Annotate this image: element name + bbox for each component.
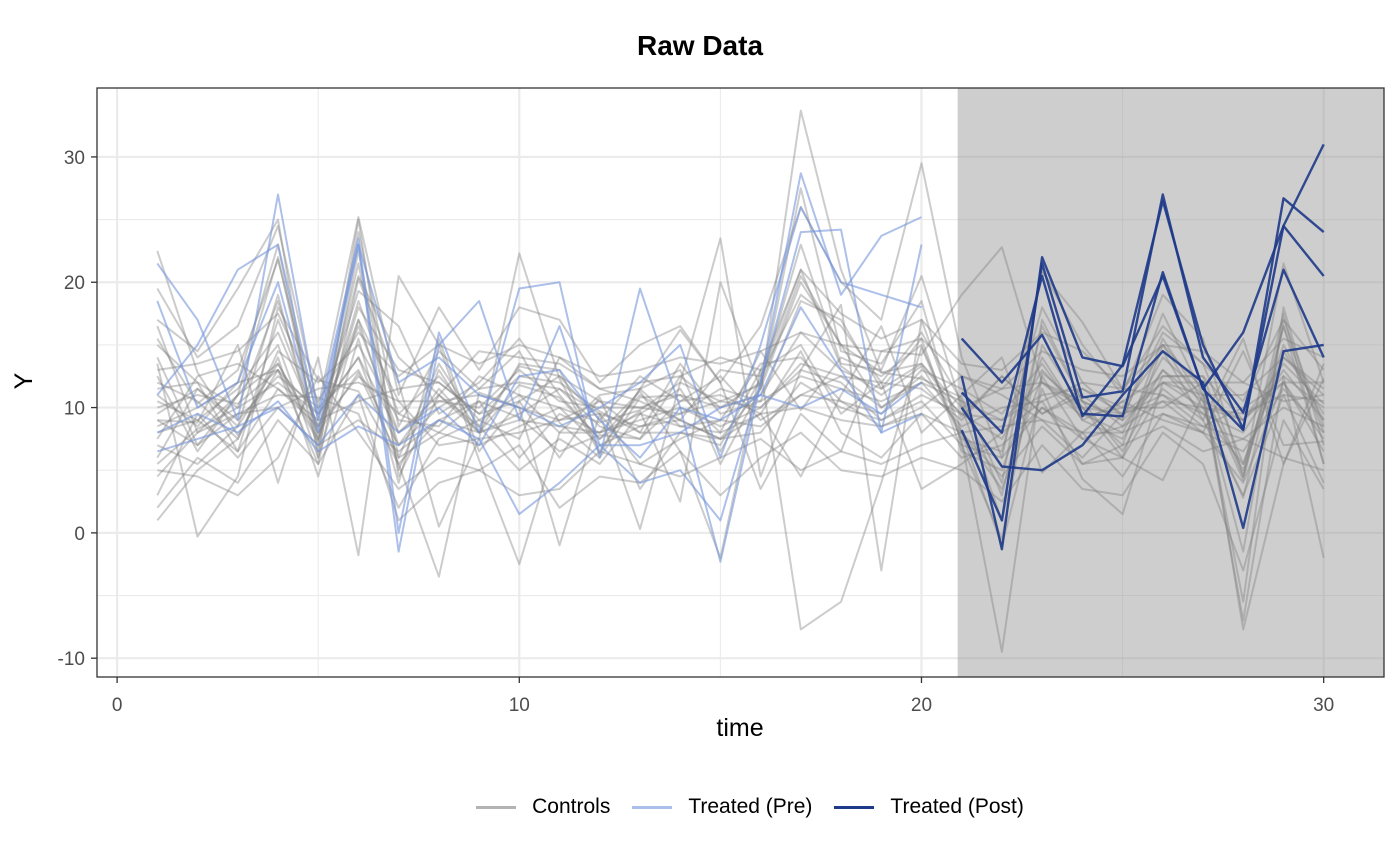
x-tick-label: 20 [911,695,932,716]
legend-key-treated-pre [632,805,673,809]
control-series-line [156,237,1325,631]
legend-label-treated-post: Treated (Post) [890,795,1024,818]
chart-title: Raw Data [636,30,764,61]
control-series-line [156,325,1324,509]
control-series-line [156,275,1325,472]
control-series-line [156,249,1325,490]
control-series-line [156,343,1324,440]
legend: Controls Treated (Pre) Treated (Post) [0,795,1400,819]
control-series-line [156,187,1325,603]
control-series-line [156,246,1325,528]
control-series-line [156,356,1325,434]
control-series-line [156,375,1325,496]
y-tick-label: 10 [64,399,85,420]
control-series-line [156,406,1325,453]
y-tick-label: -10 [58,649,85,670]
post-treatment-region [957,88,1384,677]
legend-label-controls: Controls [532,795,611,818]
treated-pre-series-line [156,206,922,459]
legend-item-controls: Controls [476,795,610,819]
treated-post-series-line [960,343,1324,530]
legend-item-treated-post: Treated (Post) [834,795,1024,819]
treated-post-series-line [960,199,1325,434]
legend-item-treated-pre: Treated (Pre) [632,795,812,819]
control-series-line [157,375,1325,459]
control-series-line [156,258,1325,465]
y-tick-label: 0 [74,524,85,545]
control-series-line [157,312,1325,403]
legend-key-treated-post [834,805,875,809]
legend-key-controls [476,805,517,809]
treated-pre-series-line [157,369,923,459]
control-series-line [156,162,1325,478]
control-series-line [157,275,1325,653]
plot-border [96,87,1385,678]
y-tick-label: 30 [64,148,85,169]
control-series-line [156,356,1324,465]
legend-label-treated-pre: Treated (Pre) [688,795,813,818]
y-tick-label: 20 [64,273,85,294]
x-tick-label: 30 [1313,695,1334,716]
control-series-line [156,350,1325,484]
treated-pre-series-line [156,193,923,563]
control-series-line [156,268,1325,434]
y-axis-label: Y [10,372,38,390]
treated-pre-series-line [156,306,922,516]
control-series-line [156,293,1325,497]
x-tick-label: 10 [509,695,530,716]
control-series-line [156,109,1325,503]
treated-post-series-line [960,193,1325,522]
treated-post-series-line [960,143,1325,551]
control-series-line [157,281,1325,443]
x-axis-label: time [716,714,764,742]
x-tick-label: 0 [112,695,123,716]
